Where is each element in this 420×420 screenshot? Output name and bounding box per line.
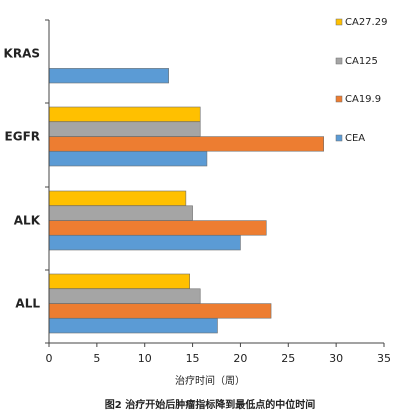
x-ticks: 0 5 10 15 20 25 30 35 — [46, 343, 391, 365]
legend-swatch-ca125 — [335, 57, 343, 65]
x-tick-label: 25 — [281, 352, 295, 365]
bar-all-ca125 — [48, 288, 201, 304]
x-tick-label: 15 — [186, 352, 200, 365]
bar-alk-cea — [48, 235, 241, 251]
bar-all-ca2729 — [48, 273, 190, 289]
legend-label-ca199: CA19.9 — [345, 94, 381, 105]
x-tick-label: 10 — [138, 352, 152, 365]
category-labels: KRAS EGFR ALK ALL — [4, 47, 41, 311]
x-tick-label: 0 — [46, 352, 53, 365]
bar-alk-ca125 — [48, 205, 193, 221]
legend: CA27.29 CA125 CA19.9 CEA — [335, 17, 387, 144]
bar-egfr-ca125 — [48, 121, 201, 137]
bar-egfr-ca199 — [48, 136, 325, 152]
legend-swatch-ca2729 — [335, 18, 343, 26]
bars — [48, 68, 325, 334]
bar-alk-ca2729 — [48, 190, 187, 206]
legend-label-ca2729: CA27.29 — [345, 17, 387, 28]
category-label-all: ALL — [15, 297, 40, 311]
bar-all-cea — [48, 318, 218, 334]
x-tick-label: 30 — [329, 352, 343, 365]
x-tick-label: 35 — [377, 352, 391, 365]
x-tick-label: 20 — [233, 352, 247, 365]
legend-swatch-cea — [335, 134, 343, 142]
bar-all-ca199 — [48, 303, 272, 319]
legend-label-ca125: CA125 — [345, 56, 378, 67]
bar-egfr-cea — [48, 151, 208, 167]
legend-swatch-ca199 — [335, 95, 343, 103]
category-label-kras: KRAS — [4, 47, 40, 61]
bar-kras-cea — [48, 68, 169, 84]
x-axis-title: 治疗时间（周） — [175, 374, 245, 387]
bar-alk-ca199 — [48, 220, 267, 236]
axes — [45, 19, 384, 344]
x-tick-label: 5 — [93, 352, 100, 365]
figure-caption: 图2 治疗开始后肿瘤指标降到最低点的中位时间 — [105, 398, 315, 411]
legend-label-cea: CEA — [345, 133, 365, 144]
category-label-egfr: EGFR — [5, 130, 40, 144]
bar-egfr-ca2729 — [48, 106, 201, 122]
category-label-alk: ALK — [14, 214, 41, 228]
